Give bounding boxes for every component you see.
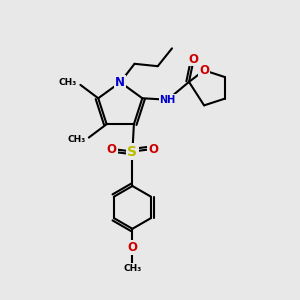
Text: O: O <box>128 241 137 254</box>
Text: N: N <box>115 76 125 89</box>
Text: CH₃: CH₃ <box>67 135 85 144</box>
Text: O: O <box>188 52 198 65</box>
Text: CH₃: CH₃ <box>123 263 142 272</box>
Text: O: O <box>148 142 158 156</box>
Text: O: O <box>199 64 209 77</box>
Text: NH: NH <box>160 95 176 105</box>
Text: S: S <box>128 145 137 158</box>
Text: CH₃: CH₃ <box>58 78 77 87</box>
Text: O: O <box>106 142 117 156</box>
